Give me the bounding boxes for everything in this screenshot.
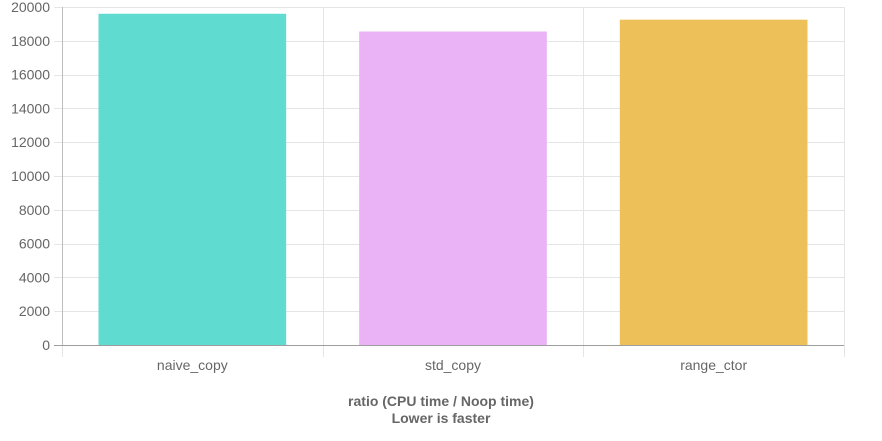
x-tick-label: std_copy <box>425 357 481 373</box>
y-tick-label: 2000 <box>19 303 50 319</box>
y-tick-label: 4000 <box>19 269 50 285</box>
x-axis-title-line-1: ratio (CPU time / Noop time) <box>348 393 534 409</box>
y-tick-label: 14000 <box>11 100 50 116</box>
y-tick-label: 6000 <box>19 236 50 252</box>
y-tick-label: 8000 <box>19 202 50 218</box>
y-tick-label: 10000 <box>11 168 50 184</box>
y-tick-label: 20000 <box>11 0 50 15</box>
x-axis-title-line-2: Lower is faster <box>392 410 491 426</box>
x-tick-labels: naive_copy std_copy range_ctor <box>157 357 748 373</box>
bar-naive_copy[interactable] <box>98 13 287 345</box>
x-tick-label: naive_copy <box>157 357 228 373</box>
y-tick-label: 16000 <box>11 67 50 83</box>
y-tick-label: 0 <box>42 337 50 353</box>
axes <box>54 7 844 346</box>
y-tick-label: 18000 <box>11 33 50 49</box>
bars <box>98 13 808 346</box>
y-tick-labels: 0 2000 4000 6000 8000 10000 12000 14000 16000 180… <box>11 0 50 353</box>
x-tick-label: range_ctor <box>680 357 747 373</box>
bar-std_copy[interactable] <box>359 31 547 345</box>
y-tick-label: 12000 <box>11 134 50 150</box>
bar-range_ctor[interactable] <box>619 19 808 346</box>
